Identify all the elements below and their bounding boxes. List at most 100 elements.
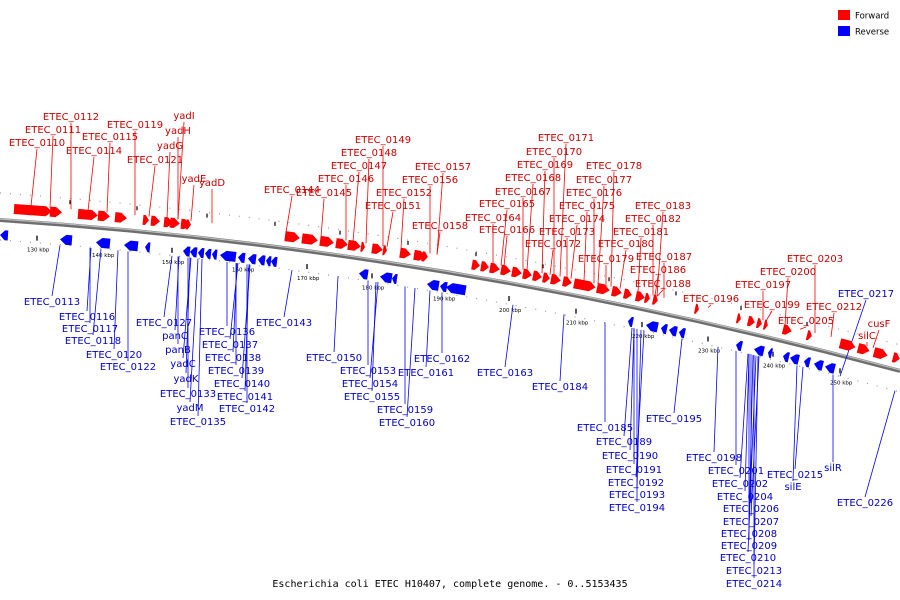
forward-gene-label: ETEC_0157: [415, 162, 471, 173]
genome-backbone: [0, 218, 900, 373]
reverse-callout-line: [371, 281, 377, 392]
reverse-gene-label: ETEC_0189: [596, 437, 652, 448]
reverse-gene-arrow: [183, 246, 191, 257]
reverse-gene-label: ETEC_0161: [398, 368, 454, 379]
reverse-callout-line: [333, 276, 339, 353]
reverse-gene-label: ETEC_0138: [205, 353, 261, 364]
reverse-gene-label: ETEC_0209: [721, 541, 777, 552]
reverse-gene-label: ETEC_0210: [720, 553, 776, 564]
forward-callout-line: [148, 165, 156, 217]
reverse-callout-line: [747, 355, 757, 553]
reverse-gene-arrow: [753, 345, 765, 357]
forward-gene-label: ETEC_0203: [787, 254, 843, 265]
forward-callout-line: [784, 277, 789, 326]
reverse-gene-arrow: [825, 363, 836, 374]
forward-gene-label: ETEC_0174: [549, 214, 605, 225]
forward-gene-arrow: [142, 214, 149, 226]
forward-gene-arrow: [805, 330, 812, 341]
reverse-gene-label: ETEC_0184: [532, 382, 588, 393]
forward-gene-label: ETEC_0183: [635, 201, 691, 212]
forward-gene-label: yadD: [199, 178, 225, 189]
scale-tick-label: 160 kbp: [232, 268, 255, 274]
forward-gene-arrow: [301, 233, 318, 245]
scale-tick-label: 180 kbp: [362, 285, 385, 291]
forward-callout-line: [166, 151, 171, 219]
reverse-callout-line: [163, 255, 173, 318]
reverse-gene-label: silR: [824, 463, 842, 474]
reverse-gene-arrow: [804, 357, 812, 368]
forward-gene-label: ETEC_0169: [517, 160, 573, 171]
forward-gene-label: ETEC_0111: [25, 125, 81, 136]
reverse-callout-line: [197, 259, 203, 417]
reverse-gene-label: ETEC_0206: [723, 504, 779, 515]
forward-callout-line: [656, 289, 664, 297]
scale-tick-label: 230 kbp: [698, 349, 721, 355]
reverse-gene-arrow: [789, 354, 800, 365]
reverse-gene-arrow: [238, 252, 246, 264]
reverse-callout-line: [744, 353, 750, 492]
forward-gene-arrow: [360, 241, 365, 252]
genome-backbone-highlight: [0, 218, 900, 371]
reverse-callout-line: [623, 327, 633, 437]
forward-gene-label: ETEC_0172: [525, 239, 581, 250]
reverse-gene-label: ETEC_0190: [602, 451, 658, 462]
reverse-callout-line: [559, 314, 565, 382]
forward-gene-label: ETEC_0167: [495, 187, 551, 198]
forward-callout-line: [320, 198, 325, 238]
forward-gene-label: ETEC_0173: [539, 227, 595, 238]
forward-callout-line: [549, 249, 554, 275]
forward-gene-label: ETEC_0114: [66, 146, 122, 157]
forward-gene-arrow: [542, 272, 550, 283]
forward-gene-arrow: [532, 270, 542, 282]
reverse-gene-arrow: [96, 237, 109, 249]
forward-gene-arrow: [622, 288, 632, 299]
forward-gene-arrow: [735, 313, 741, 324]
forward-gene-label: ETEC_0186: [630, 265, 686, 276]
reverse-callout-line: [792, 365, 798, 482]
forward-gene-arrow: [746, 315, 755, 327]
forward-gene-label: ETEC_0180: [598, 239, 654, 250]
forward-gene-label: ETEC_0171: [538, 133, 594, 144]
gene-arrows: [0, 203, 900, 374]
forward-gene-label: ETEC_0112: [43, 112, 99, 123]
scale-tick-label: 200 kbp: [499, 308, 522, 314]
forward-gene-arrow: [522, 268, 532, 280]
forward-gene-arrow: [49, 206, 62, 218]
forward-callout-line: [765, 310, 773, 322]
forward-callout-line: [830, 312, 835, 338]
forward-gene-arrow: [856, 343, 870, 355]
forward-gene-label: ETEC_0182: [625, 214, 681, 225]
scale-tick-label: 240 kbp: [763, 364, 786, 370]
forward-gene-label: ETEC_0119: [107, 120, 163, 131]
forward-gene-arrow: [319, 235, 334, 247]
reverse-gene-arrow: [768, 348, 774, 359]
reverse-gene-label: yadM: [176, 403, 203, 414]
scale-tick-label: 190 kbp: [433, 297, 456, 303]
forward-callout-line: [610, 171, 615, 287]
forward-gene-label: silC: [858, 331, 876, 342]
forward-gene-label: ETEC_0197: [735, 280, 791, 291]
scale-tick-label: 170 kbp: [297, 276, 320, 282]
reverse-gene-arrow: [628, 316, 634, 328]
reverse-gene-label: ETEC_0116: [59, 312, 115, 323]
reverse-gene-label: ETEC_0154: [342, 379, 398, 390]
reverse-gene-arrow: [198, 248, 205, 259]
reverse-gene-arrow: [190, 247, 198, 258]
reverse-gene-label: yadK: [174, 374, 199, 385]
reverse-gene-label: ETEC_0160: [379, 418, 435, 429]
forward-gene-label: yadG: [157, 141, 183, 152]
reverse-gene-label: ETEC_0194: [609, 503, 665, 514]
forward-gene-label: ETEC_0156: [402, 175, 458, 186]
reverse-gene-label: ETEC_0192: [608, 478, 664, 489]
reverse-gene-label: ETEC_0226: [837, 498, 893, 509]
forward-gene-label: ETEC_0121: [127, 155, 183, 166]
legend-reverse-label: Reverse: [855, 28, 889, 38]
scale-tick-label: 210 kbp: [566, 321, 589, 327]
forward-gene-label: ETEC_0166: [479, 225, 535, 236]
forward-callout-line: [637, 237, 642, 293]
reverse-callout-line: [283, 269, 293, 318]
legend-forward-swatch: [838, 10, 850, 20]
reverse-gene-arrow: [124, 240, 139, 252]
reverse-gene-label: ETEC_0191: [606, 465, 662, 476]
forward-gene-label: ETEC_0199: [744, 300, 800, 311]
